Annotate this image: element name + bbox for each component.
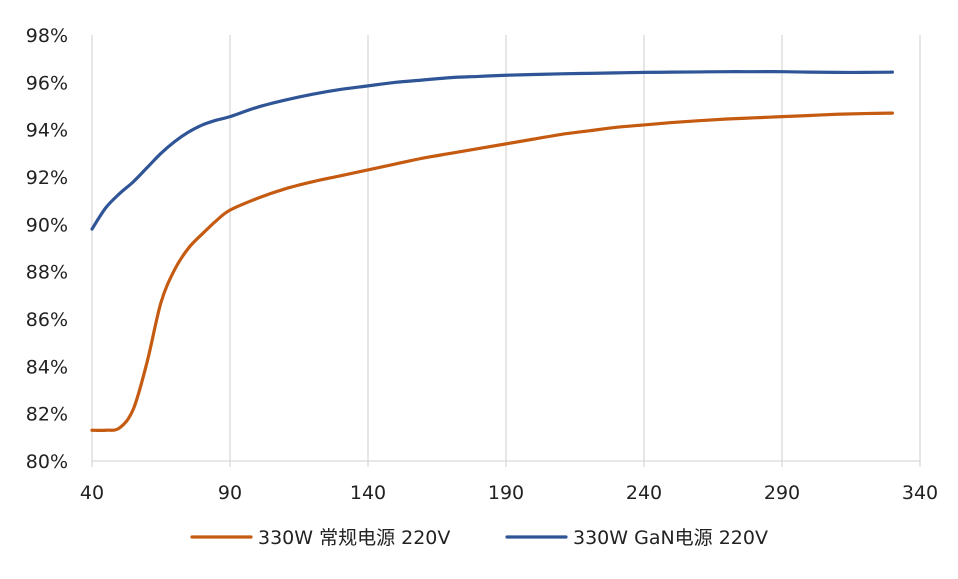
y-tick-label: 86%: [26, 309, 68, 331]
x-tick-label: 190: [488, 482, 524, 504]
y-tick-label: 90%: [26, 214, 68, 236]
y-tick-label: 80%: [26, 451, 68, 473]
y-tick-label: 88%: [26, 262, 68, 284]
x-tick-label: 90: [218, 482, 242, 504]
y-tick-label: 82%: [26, 404, 68, 426]
x-tick-label: 240: [626, 482, 662, 504]
axes: [91, 35, 921, 467]
legend-label: 330W 常规电源 220V: [258, 527, 450, 549]
y-tick-label: 84%: [26, 356, 68, 378]
x-tick-label: 340: [902, 482, 938, 504]
x-tick-label: 290: [764, 482, 800, 504]
x-tick-label: 40: [80, 482, 104, 504]
y-tick-label: 96%: [26, 72, 68, 94]
legend: 330W 常规电源 220V 330W GaN电源 220V: [190, 527, 768, 549]
tick-labels: 40 90 140 190 240 290 340 80% 82% 84% 86% 88% 90% 92%…: [26, 25, 938, 504]
series-lines: [90, 70, 894, 433]
y-tick-label: 94%: [26, 120, 68, 142]
grid-lines: [229, 35, 921, 461]
x-tick-label: 140: [350, 482, 386, 504]
y-tick-label: 92%: [26, 167, 68, 189]
legend-label: 330W GaN电源 220V: [573, 527, 768, 549]
series-line-gan: [90, 70, 894, 231]
y-tick-label: 98%: [26, 25, 68, 47]
series-line-conventional: [90, 111, 894, 433]
